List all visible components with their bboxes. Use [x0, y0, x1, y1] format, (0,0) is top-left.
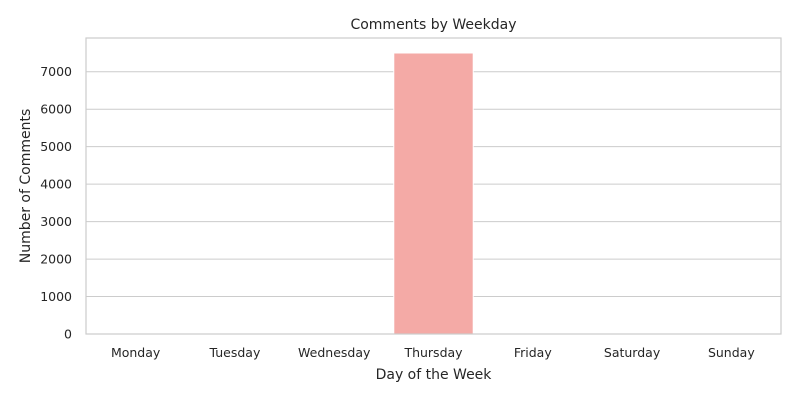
y-tick-label: 3000 — [40, 214, 72, 229]
y-tick-label: 4000 — [40, 177, 72, 192]
chart-title: Comments by Weekday — [350, 17, 516, 33]
bar-thursday — [394, 53, 473, 334]
x-tick-label: Wednesday — [298, 345, 371, 360]
y-tick-label: 0 — [64, 327, 72, 342]
x-tick-label: Tuesday — [208, 345, 260, 360]
x-tick-label: Thursday — [403, 345, 463, 360]
y-tick-label: 5000 — [40, 139, 72, 154]
x-tick-label: Sunday — [708, 345, 755, 360]
x-tick-label: Monday — [111, 345, 161, 360]
y-tick-label: 7000 — [40, 64, 72, 79]
x-tick-labels: Monday Tuesday Wednesday Thursday Friday Satu… — [111, 345, 755, 360]
y-axis-label: Number of Comments — [18, 109, 34, 264]
y-tick-label: 2000 — [40, 252, 72, 267]
bars — [394, 53, 473, 334]
y-tick-label: 6000 — [40, 102, 72, 117]
x-tick-label: Saturday — [604, 345, 661, 360]
x-tick-label: Friday — [514, 345, 552, 360]
y-tick-labels: 0 1000 2000 3000 4000 5000 6000 7000 — [40, 64, 72, 341]
y-tick-label: 1000 — [40, 289, 72, 304]
x-axis-label: Day of the Week — [376, 367, 493, 383]
